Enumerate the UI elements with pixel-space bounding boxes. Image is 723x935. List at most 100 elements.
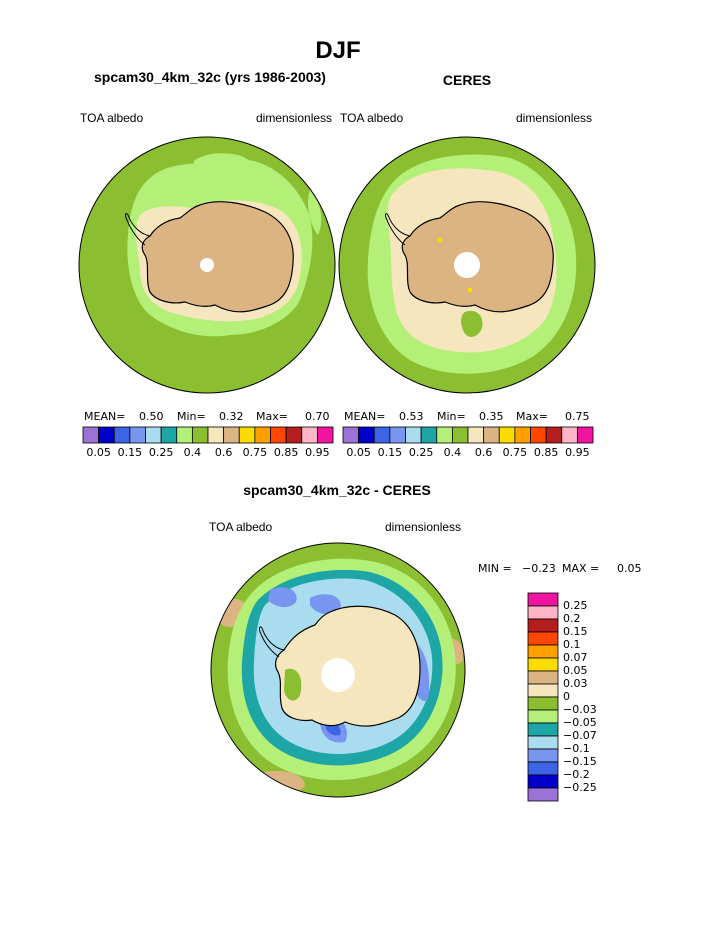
colorbar-tick-label: 0.25	[563, 599, 588, 612]
colorbar-swatch	[285, 426, 303, 444]
panel-2-ocean-fill	[339, 137, 595, 393]
figure-title: DJF	[315, 37, 361, 64]
panel-2-mean-value: 0.53	[399, 410, 424, 423]
panel-1-units-label: dimensionless	[256, 111, 333, 125]
panel-1-lightgreen-patch-n	[193, 153, 249, 171]
colorbar-swatch	[527, 644, 559, 659]
diff-panel-units-label: dimensionless	[385, 520, 462, 534]
colorbar-swatch	[514, 426, 531, 444]
colorbar-swatch	[176, 426, 193, 444]
colorbar-swatch	[498, 426, 516, 444]
colorbar-tick-label: 0.6	[214, 446, 233, 459]
panel-1-cream-band	[135, 200, 302, 322]
colorbar-swatch	[467, 426, 485, 444]
colorbar-swatch	[561, 426, 578, 444]
diff-blue-patch-e	[410, 640, 430, 701]
diff-tan-patch-sw	[259, 770, 305, 793]
diff-pole-mask	[321, 658, 355, 692]
panel-1-lightgreen-patch-e	[307, 190, 322, 235]
colorbar-tick-label: 0.75	[242, 446, 268, 459]
colorbar-swatch	[191, 426, 209, 444]
colorbar-swatch	[527, 605, 559, 620]
panel-1-max-value: 0.70	[305, 410, 330, 423]
colorbar-swatch	[145, 426, 162, 444]
colorbar-tick-label: 0.85	[533, 446, 559, 459]
colorbar-tick-label: 0.25	[408, 446, 434, 459]
diff-peninsula	[258, 626, 285, 658]
diff-panel-min-label: MIN =	[478, 562, 512, 575]
panel-1-max-label: Max=	[256, 410, 288, 423]
colorbar-tick-label: 0.15	[117, 446, 143, 459]
colorbar-tick-label: 0.6	[474, 446, 493, 459]
panel-2-units-label: dimensionless	[516, 111, 593, 125]
colorbar-swatch	[98, 426, 115, 444]
colorbar-swatch	[527, 696, 559, 711]
panel-1-peninsula	[124, 213, 151, 246]
colorbar-swatch	[527, 657, 559, 672]
colorbar-swatch	[270, 426, 287, 444]
diff-antarctica	[274, 605, 421, 727]
colorbar-tick-label: 0.15	[563, 625, 588, 638]
diff-panel-max-label: MAX =	[562, 562, 600, 575]
diff-tan-patch-e	[448, 638, 464, 665]
colorbar-tick-label: −0.07	[563, 729, 597, 742]
colorbar-swatch	[254, 426, 271, 444]
panel-1-ocean-fill	[79, 137, 335, 393]
colorbar-swatch	[527, 683, 559, 698]
colorbar-tick-label: 0.1	[563, 638, 581, 651]
colorbar-tick-label: 0.95	[565, 446, 590, 459]
panel-2-variable-label: TOA albedo	[340, 111, 404, 125]
colorbar-swatch	[113, 426, 131, 444]
diff-blue-patch-n	[310, 594, 341, 615]
colorbar-swatch	[527, 709, 559, 724]
panel-1-mean-value: 0.50	[139, 410, 164, 423]
diff-lightgreen-ring	[227, 558, 456, 780]
colorbar-swatch	[527, 592, 559, 607]
panel-1-title: spcam30_4km_32c (yrs 1986-2003)	[94, 69, 326, 85]
colorbar-tick-label: −0.25	[563, 781, 597, 794]
colorbar-swatch	[129, 426, 146, 444]
panel-2-yellow-spot-2	[467, 287, 473, 293]
panel-2-cream-band	[387, 168, 557, 353]
colorbar-tick-label: 0.4	[183, 446, 202, 459]
diff-blue-patch-s	[319, 714, 348, 743]
colorbar-swatch	[405, 426, 422, 444]
colorbar-swatch	[527, 735, 559, 750]
diff-panel-max-value: 0.05	[617, 562, 642, 575]
colorbar-swatch	[576, 426, 594, 444]
colorbar-swatch	[238, 426, 256, 444]
colorbar-swatch	[389, 426, 406, 444]
panel-2-max-label: Max=	[516, 410, 548, 423]
colorbar-swatch	[527, 722, 559, 737]
colorbar-tick-label: 0.4	[443, 446, 462, 459]
colorbar-tick-label: 0.15	[377, 446, 403, 459]
panel-1-lightgreen-band	[127, 159, 313, 337]
colorbar-swatch	[527, 618, 559, 633]
diff-teal-ring	[241, 569, 443, 766]
colorbar-swatch	[82, 426, 100, 444]
panel-1-pole-mask	[200, 258, 214, 272]
diff-westantarctica-green	[284, 668, 302, 701]
colorbar-tick-label: 0.25	[148, 446, 174, 459]
panel-2-peninsula	[384, 213, 411, 246]
panel-2-pole-mask	[454, 252, 480, 278]
colorbar-swatch	[358, 426, 375, 444]
diff-panel-title: spcam30_4km_32c - CERES	[243, 482, 431, 498]
colorbar-swatch	[451, 426, 469, 444]
colorbar-swatch	[420, 426, 438, 444]
diff-panel-colorbar	[527, 592, 559, 802]
colorbar-tick-label: 0.03	[563, 677, 588, 690]
panel-1-antarctica	[141, 201, 294, 313]
colorbar-tick-label: 0.05	[86, 446, 111, 459]
diff-panel-min-value: −0.23	[522, 562, 556, 575]
diff-lightblue-ring	[253, 578, 433, 754]
colorbar-swatch	[527, 761, 559, 776]
panel-1-min-label: Min=	[177, 410, 206, 423]
colorbar-swatch	[527, 670, 559, 685]
panel-2-min-value: 0.35	[479, 410, 504, 423]
colorbar-tick-label: 0.75	[502, 446, 528, 459]
colorbar-swatch	[207, 426, 225, 444]
